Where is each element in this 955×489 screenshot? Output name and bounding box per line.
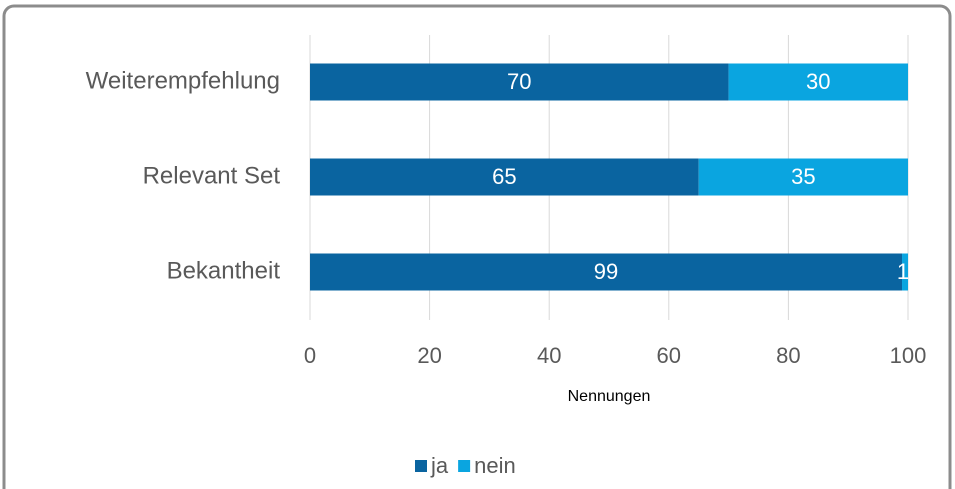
data-label: 99	[594, 259, 618, 284]
legend-label: nein	[474, 453, 516, 478]
y-tick-label: Bekantheit	[167, 257, 281, 284]
bar-segment	[698, 158, 908, 196]
y-tick-label: Weiterempfehlung	[86, 67, 280, 94]
data-label: 65	[492, 164, 516, 189]
bar-segment	[310, 63, 729, 101]
legend-label: ja	[430, 453, 449, 478]
data-label: 70	[507, 69, 531, 94]
x-tick-label: 20	[417, 343, 441, 368]
y-tick-label: Relevant Set	[143, 162, 281, 189]
x-tick-label: 100	[890, 343, 927, 368]
legend-swatch	[458, 460, 471, 472]
x-tick-label: 40	[537, 343, 561, 368]
x-axis-label: Nennungen	[568, 388, 651, 405]
data-label: 1	[897, 259, 909, 284]
x-tick-label: 0	[304, 343, 316, 368]
bar-segment	[310, 158, 699, 196]
bar-segment	[310, 253, 903, 291]
bar-segment	[728, 63, 908, 101]
x-tick-label: 60	[657, 343, 681, 368]
chart-frame	[2, 4, 952, 489]
x-tick-label: 80	[776, 343, 800, 368]
bar-segment	[902, 253, 908, 291]
legend-swatch	[415, 460, 427, 472]
data-label: 35	[791, 164, 815, 189]
data-label: 30	[806, 69, 830, 94]
